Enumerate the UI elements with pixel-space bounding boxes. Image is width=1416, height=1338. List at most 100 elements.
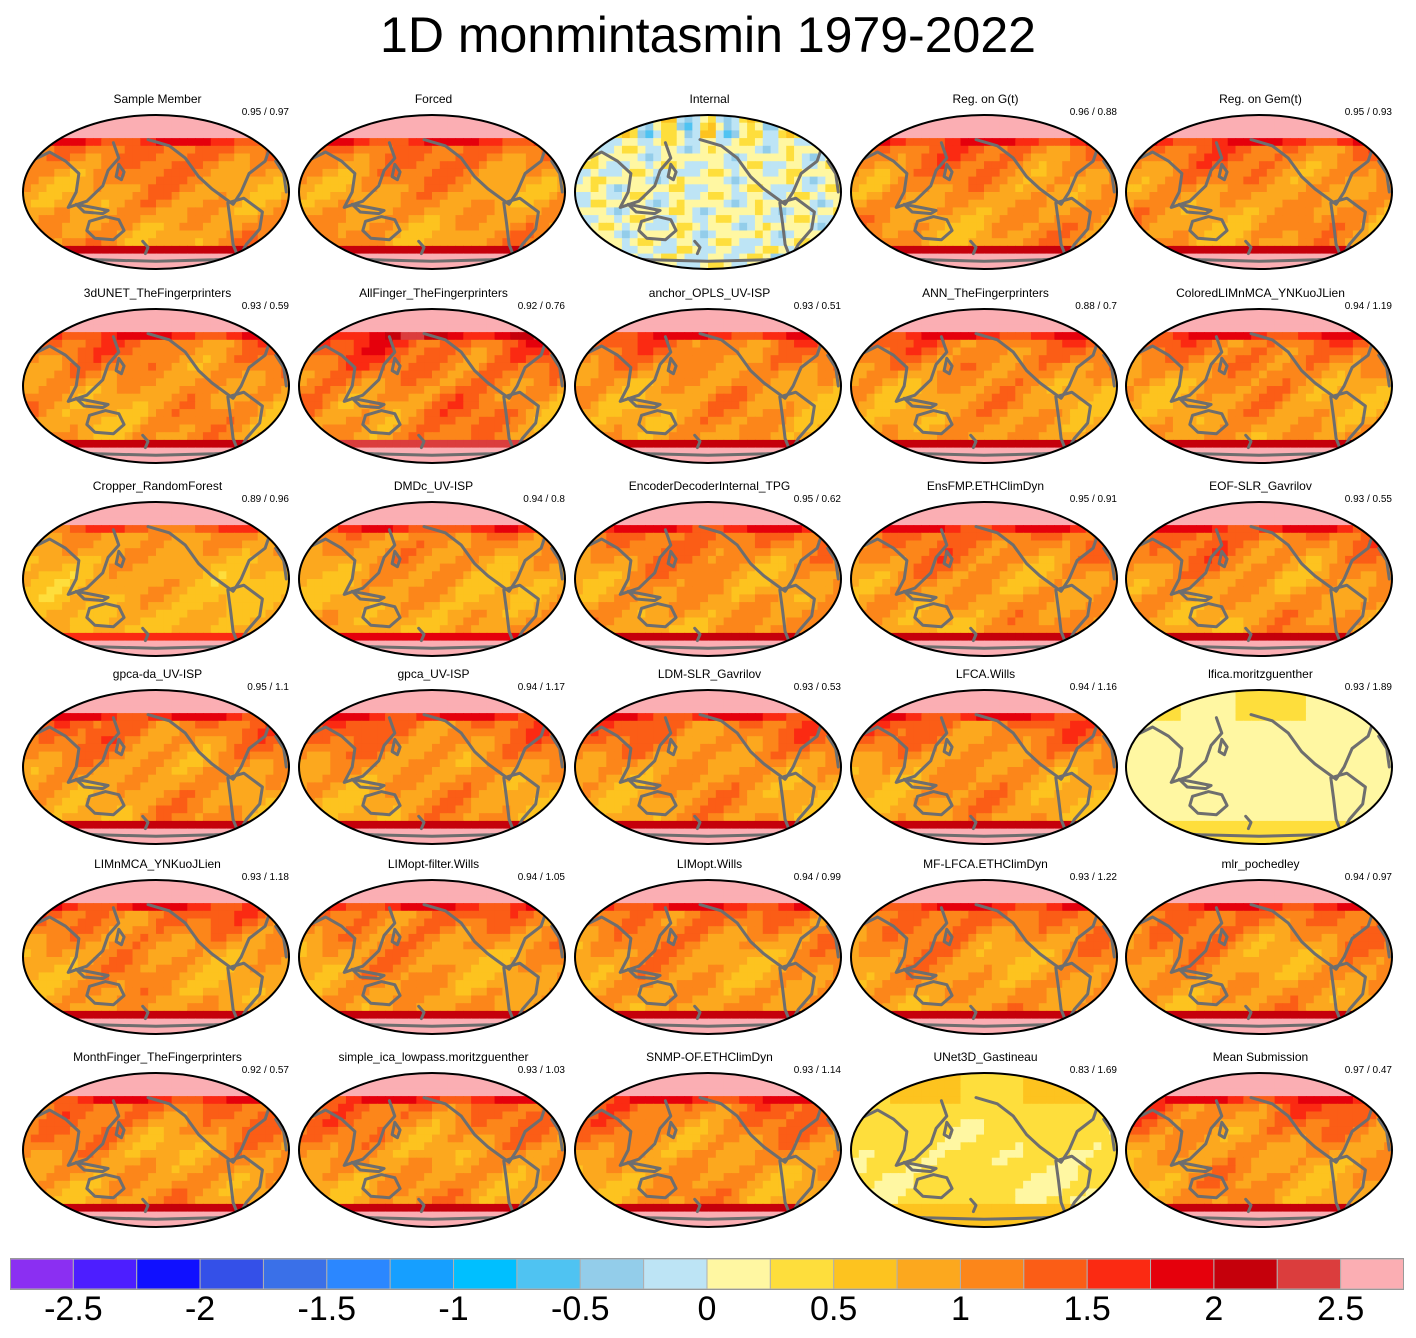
map-cell xyxy=(858,207,868,216)
map-cell xyxy=(330,115,339,124)
map-cell xyxy=(1337,222,1346,232)
map-cell xyxy=(156,192,165,201)
coastline-japan xyxy=(114,356,126,376)
map-cell xyxy=(93,161,102,170)
map-cell xyxy=(825,253,834,262)
map-cell xyxy=(1023,230,1032,239)
map-cell xyxy=(101,245,110,255)
map-cell xyxy=(882,184,891,193)
map-cell xyxy=(369,424,378,433)
map-cell xyxy=(866,261,876,269)
map-cell xyxy=(210,153,220,162)
map-cell xyxy=(218,222,228,232)
map-cell xyxy=(314,192,324,201)
map-cell xyxy=(874,153,883,162)
map-cell xyxy=(124,130,134,139)
map-cell xyxy=(533,130,543,139)
map-cell xyxy=(330,161,339,170)
map-cell xyxy=(218,115,228,124)
map-cell xyxy=(1077,222,1087,232)
map-cell xyxy=(361,332,371,341)
map-cell xyxy=(882,261,891,269)
map-cell xyxy=(38,332,48,341)
map-cell xyxy=(77,130,87,139)
map-cell xyxy=(116,409,126,418)
map-cell xyxy=(1062,184,1071,193)
map-cell xyxy=(69,207,79,216)
map-cell xyxy=(54,168,63,178)
map-cell xyxy=(140,332,149,341)
map-cell xyxy=(762,122,772,131)
map-cell xyxy=(692,176,701,185)
map-cell xyxy=(984,253,993,262)
map-cell xyxy=(606,332,615,341)
map-cell xyxy=(77,409,87,418)
map-cell xyxy=(1251,245,1260,255)
map-cell xyxy=(1282,238,1291,247)
map-cell xyxy=(187,245,196,255)
map-cell xyxy=(478,409,488,418)
map-cell xyxy=(314,332,324,341)
map-cell xyxy=(171,130,181,139)
map-cell xyxy=(69,362,79,372)
map-cell xyxy=(132,230,141,239)
map-cell xyxy=(486,153,496,162)
map-cell xyxy=(361,161,371,170)
map-cell xyxy=(1085,168,1095,178)
map-cell xyxy=(330,207,339,216)
map-cell xyxy=(882,192,891,201)
map-cell xyxy=(637,176,647,185)
map-cell xyxy=(637,145,647,155)
map-cell xyxy=(299,153,308,162)
map-cell xyxy=(408,153,417,162)
map-cell xyxy=(140,355,149,364)
map-cell xyxy=(156,184,165,193)
map-cell xyxy=(668,184,678,193)
map-cell xyxy=(1149,253,1158,262)
map-cell xyxy=(700,122,709,131)
map-cell xyxy=(541,261,550,269)
map-cell xyxy=(1093,130,1102,139)
map-cell xyxy=(851,176,860,185)
map-cell xyxy=(1329,115,1338,124)
map-cell xyxy=(179,253,188,262)
map-cell xyxy=(929,184,938,193)
map-cell xyxy=(494,261,504,269)
map-cell xyxy=(62,447,71,456)
map-cell xyxy=(582,261,592,269)
map-cell xyxy=(1165,161,1174,170)
map-cell xyxy=(38,324,48,333)
map-cell xyxy=(629,332,639,341)
map-cell xyxy=(1376,245,1385,255)
map-cell xyxy=(541,362,550,372)
map-cell xyxy=(851,245,860,255)
map-cell xyxy=(132,184,141,193)
map-cell xyxy=(38,153,48,162)
map-cell xyxy=(218,332,228,341)
map-cell xyxy=(116,145,126,155)
map-cell xyxy=(518,362,527,372)
map-cell xyxy=(762,245,772,255)
map-cell xyxy=(273,432,282,441)
map-cell xyxy=(156,261,165,269)
map-cell xyxy=(715,215,725,224)
map-cell xyxy=(1352,238,1362,247)
map-cell xyxy=(518,401,527,410)
map-cell xyxy=(171,161,181,170)
map-cell xyxy=(400,378,410,387)
map-cell xyxy=(218,370,228,379)
map-cell xyxy=(1282,245,1291,255)
map-cell xyxy=(874,199,883,208)
map-cell xyxy=(369,370,378,379)
map-cell xyxy=(668,261,678,269)
map-cell xyxy=(794,222,803,232)
map-cell xyxy=(226,347,235,356)
map-cell xyxy=(38,245,48,255)
map-cell xyxy=(202,238,212,247)
map-cell xyxy=(944,207,954,216)
map-cell xyxy=(1345,253,1354,262)
map-cell xyxy=(676,161,686,170)
map-cell xyxy=(463,370,472,379)
map-cell xyxy=(281,261,289,269)
map-cell xyxy=(754,199,764,208)
